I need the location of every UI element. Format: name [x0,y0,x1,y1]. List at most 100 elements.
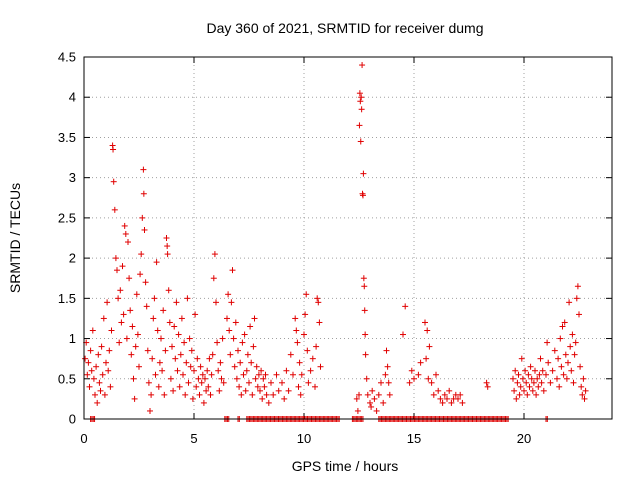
data-point [309,355,316,362]
data-point [375,391,382,398]
data-point [118,319,125,326]
data-point [119,263,126,270]
data-point [360,170,367,177]
data-point [228,299,235,306]
data-point [298,371,305,378]
data-point [567,343,574,350]
data-point [117,287,124,294]
data-point [115,295,122,302]
data-point [95,351,102,358]
data-point [252,375,259,382]
data-point [423,355,430,362]
data-point [230,335,237,342]
data-point [103,359,109,366]
data-point [143,303,150,310]
data-point [233,375,240,382]
data-point [422,319,428,326]
data-point [224,315,230,322]
data-point [163,235,170,241]
data-point [353,395,360,402]
data-point [571,351,578,358]
data-point [200,399,207,406]
data-point [455,395,461,402]
data-point [514,379,521,386]
data-point [362,351,369,358]
data-point [164,243,171,250]
data-point [307,367,314,374]
data-point [483,379,490,386]
data-point [156,359,163,366]
data-point [357,138,364,145]
data-point [107,383,114,390]
data-point [317,363,324,370]
data-point [279,379,285,386]
data-point [216,387,223,394]
data-point [227,351,234,358]
data-point [283,367,290,374]
data-point [131,395,138,402]
data-point [435,387,442,394]
data-point [242,387,249,394]
data-point [566,299,573,306]
data-point [238,391,245,398]
data-point [185,379,192,386]
data-point [556,383,563,390]
data-point [526,383,533,390]
data-point [210,275,217,282]
data-point [448,399,455,406]
x-tick-labels: 0 5 10 15 20 [80,431,531,446]
data-point [192,311,199,318]
data-point [170,387,177,394]
data-point [235,347,241,354]
data-point [89,327,96,334]
data-point [369,387,376,394]
data-point [99,371,106,378]
data-point [364,391,371,398]
data-point [142,279,149,286]
data-point [385,379,392,386]
x-tick-label: 5 [190,431,197,446]
data-point [173,299,180,306]
data-point [202,375,208,382]
data-point [250,343,257,350]
x-tick-label: 15 [407,431,421,446]
data-point [196,391,203,398]
data-point [446,387,453,394]
data-point [528,375,535,382]
data-point [540,387,547,394]
data-point [430,391,437,398]
data-point [96,379,103,386]
data-point [275,387,282,394]
data-point [296,359,303,366]
data-point [92,391,98,398]
data-point [110,146,117,153]
data-point [354,407,361,414]
data-point [433,371,439,378]
data-point [358,106,365,113]
data-point [562,351,569,358]
data-point [361,307,368,314]
data-point [563,375,570,382]
data-point [105,367,112,374]
data-point [255,371,262,378]
data-point [511,387,518,394]
data-point [268,379,274,386]
data-point [380,399,387,406]
data-point [382,371,389,378]
data-point [183,359,190,366]
data-point [360,275,367,282]
data-point [525,371,532,378]
data-point [116,339,123,346]
data-point [204,367,211,374]
y-tick-label: 2 [69,251,76,266]
data-point [159,367,166,374]
data-point [148,391,155,398]
data-point [165,287,172,294]
data-point [134,331,141,338]
data-point [417,359,424,366]
gridlines [84,57,612,419]
data-point [577,363,584,370]
data-point [371,395,378,402]
data-point [517,383,524,390]
data-point [549,367,556,374]
